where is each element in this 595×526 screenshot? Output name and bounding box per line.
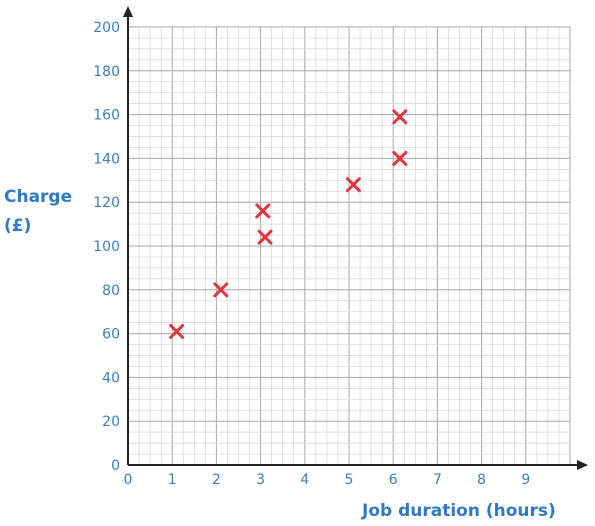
data-point-marker <box>257 229 273 245</box>
y-tick-label: 180 <box>93 64 120 80</box>
x-tick-label: 9 <box>521 472 530 488</box>
grid <box>127 26 571 466</box>
x-tick-label: 8 <box>477 472 486 488</box>
x-tick-label: 1 <box>168 472 177 488</box>
x-tick-label: 6 <box>389 472 398 488</box>
axes <box>123 6 588 470</box>
y-tick-labels: 0 20 40 60 80 100 120 140 160 180 200 <box>93 20 120 474</box>
y-tick-label: 100 <box>93 239 120 255</box>
y-tick-label: 40 <box>102 370 120 386</box>
y-axis-title-line1: Charge <box>4 187 72 207</box>
data-point-marker <box>392 150 408 166</box>
x-axis-arrow <box>577 460 588 470</box>
y-axis-arrow <box>123 6 133 17</box>
x-tick-label: 0 <box>124 472 133 488</box>
y-tick-label: 0 <box>111 458 120 474</box>
x-tick-label: 4 <box>300 472 309 488</box>
x-axis-title: Job duration (hours) <box>361 501 556 521</box>
data-point-marker <box>345 177 361 193</box>
y-tick-label: 120 <box>93 195 120 211</box>
data-point-marker <box>255 203 271 219</box>
data-points <box>169 109 408 339</box>
x-tick-labels: 0 1 2 3 4 5 6 7 8 9 <box>124 472 531 488</box>
data-point-marker <box>392 109 408 125</box>
y-tick-label: 160 <box>93 108 120 124</box>
x-tick-label: 3 <box>256 472 265 488</box>
data-point-marker <box>169 323 185 339</box>
y-tick-label: 200 <box>93 20 120 36</box>
x-tick-label: 7 <box>433 472 442 488</box>
x-tick-label: 5 <box>345 472 354 488</box>
data-point-marker <box>213 282 229 298</box>
y-tick-label: 60 <box>102 327 120 343</box>
y-tick-label: 80 <box>102 283 120 299</box>
x-tick-label: 2 <box>212 472 221 488</box>
y-tick-label: 140 <box>93 151 120 167</box>
y-tick-label: 20 <box>102 414 120 430</box>
y-axis-title-line2: (£) <box>4 216 31 236</box>
